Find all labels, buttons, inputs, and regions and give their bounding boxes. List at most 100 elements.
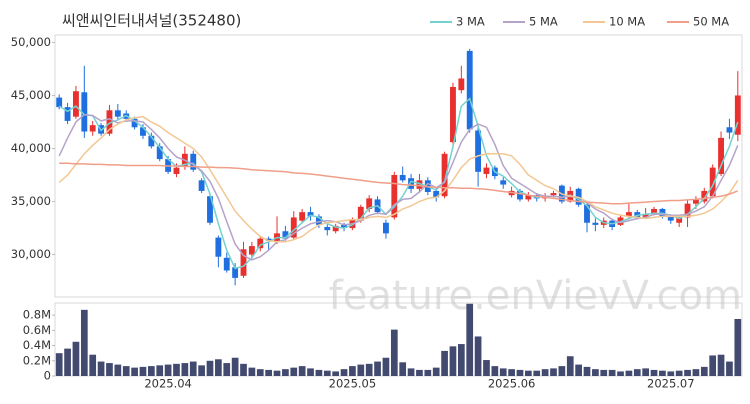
y-tick-label: 40,000 <box>11 141 51 155</box>
y-tick-label: 45,000 <box>11 88 51 102</box>
candle-body <box>131 118 138 128</box>
ma-line <box>59 162 739 205</box>
volume-bar <box>340 369 348 376</box>
volume-bar <box>256 369 264 376</box>
candle-body <box>324 226 331 231</box>
candle-body <box>282 231 289 239</box>
candle-body <box>734 95 741 135</box>
volume-bar <box>533 370 541 376</box>
volume-bar <box>332 371 340 376</box>
volume-bar <box>131 367 138 376</box>
candle-body <box>684 203 691 218</box>
candle-body <box>290 217 297 238</box>
volume-bar <box>600 369 608 376</box>
volume-bar <box>432 367 440 376</box>
volume-bar <box>550 368 557 376</box>
volume-bar <box>357 364 365 376</box>
volume-bar <box>114 364 122 376</box>
volume-bar <box>642 368 650 376</box>
volume-bar <box>709 355 717 376</box>
candle-body <box>315 216 322 225</box>
volume-bar <box>181 363 189 376</box>
volume-bar <box>374 361 381 376</box>
candle-body <box>173 167 180 174</box>
volume-bar <box>692 369 700 376</box>
candle-body <box>148 135 155 147</box>
volume-bar <box>282 369 289 376</box>
volume-bar <box>525 370 532 376</box>
volume-bar <box>215 359 222 376</box>
volume-bar <box>659 370 666 376</box>
volume-bar <box>558 366 566 376</box>
y-tick-label: 50,000 <box>11 35 51 49</box>
volume-bar <box>139 366 147 376</box>
price-panel-frame <box>54 34 743 298</box>
candle-body <box>106 110 113 134</box>
volume-bar <box>700 366 708 376</box>
candle-body <box>64 107 71 121</box>
candle-body <box>441 153 448 197</box>
y-tick-label: 0.8M <box>23 308 51 322</box>
candle-body <box>676 217 683 223</box>
volume-bar <box>106 363 113 376</box>
candle-body <box>190 153 197 170</box>
volume-bar <box>650 369 658 376</box>
candle-body <box>592 222 599 225</box>
volume-bar <box>483 360 490 376</box>
candle-body <box>483 167 490 174</box>
candle-body <box>408 178 414 189</box>
candle-body <box>625 212 632 217</box>
volume-bar <box>240 363 247 376</box>
volume-bar <box>122 366 130 376</box>
volume-bar <box>248 367 256 376</box>
x-tick-label: 2025.05 <box>329 377 377 391</box>
legend-label: 5 MA <box>529 15 558 29</box>
volume-bar <box>399 362 407 376</box>
volume-bar <box>449 346 457 376</box>
x-tick-label: 2025.04 <box>144 377 192 391</box>
candle-body <box>341 224 347 229</box>
volume-bar <box>298 366 306 376</box>
legend-label: 3 MA <box>456 15 485 29</box>
candle-body <box>299 212 306 221</box>
candle-body <box>114 110 121 117</box>
volume-bar <box>173 363 180 376</box>
volume-bar <box>315 369 323 376</box>
candle-body <box>207 196 213 223</box>
candle-body <box>156 146 163 160</box>
x-tick-label: 2025.07 <box>647 377 695 391</box>
candle-body <box>332 225 339 232</box>
candle-body <box>307 212 314 217</box>
candle-body <box>718 137 724 174</box>
volume-bar <box>390 329 398 376</box>
volume-bar <box>189 361 197 376</box>
candle-body <box>215 237 222 257</box>
candle-body <box>475 130 482 172</box>
y-tick-label: 35,000 <box>11 194 51 208</box>
candle-body <box>701 190 708 202</box>
candle-body <box>726 127 733 133</box>
volume-bar <box>499 368 507 376</box>
watermark: feature.enVievV.com <box>329 273 742 319</box>
volume-bar <box>231 357 239 376</box>
volume-bar <box>608 369 616 376</box>
volume-bar <box>457 344 465 376</box>
volume-bar <box>273 370 281 376</box>
legend-label: 50 MA <box>693 15 729 29</box>
volume-bar <box>675 370 683 376</box>
volume-bar <box>89 354 97 376</box>
y-tick-label: 30,000 <box>11 247 51 261</box>
candle-body <box>257 238 264 249</box>
candle-body <box>550 193 557 196</box>
volume-bar <box>307 368 314 376</box>
candle-body <box>73 91 79 117</box>
volume-bar <box>407 368 415 376</box>
candle-body <box>651 208 657 214</box>
candle-body <box>642 214 649 218</box>
volume-bar <box>566 356 574 376</box>
volume-bar <box>382 357 390 376</box>
volume-bar <box>667 371 675 376</box>
legend-label: 10 MA <box>609 15 645 29</box>
volume-bar <box>55 353 63 376</box>
